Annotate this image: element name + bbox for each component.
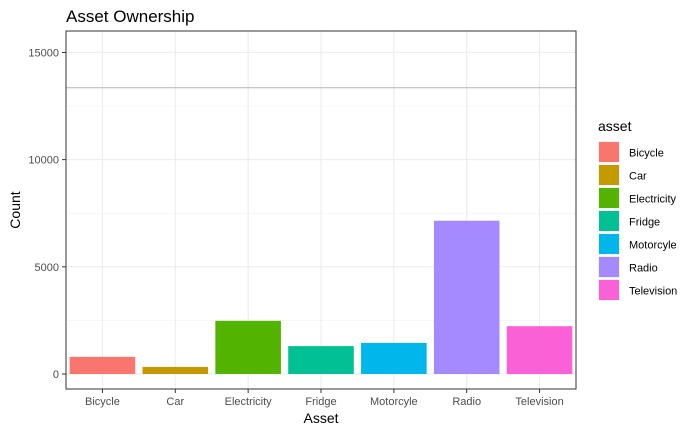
bar-bicycle <box>69 356 136 374</box>
bar-television <box>506 326 573 374</box>
legend-label: Fridge <box>629 217 660 229</box>
legend-label: Car <box>629 171 647 183</box>
x-tick-label: Electricity <box>225 396 273 408</box>
plot-panel: 0 5000 10000 15000 Bicycle Car Electricity Frid… <box>28 30 577 408</box>
legend-label: Radio <box>629 263 658 275</box>
legend-key <box>599 142 619 162</box>
bar-motorcyle <box>361 342 427 374</box>
chart-title: Asset Ownership <box>66 7 195 26</box>
legend-key <box>599 211 619 231</box>
legend-key <box>599 188 619 208</box>
legend-label: Television <box>629 286 677 298</box>
x-tick-label: Television <box>515 396 563 408</box>
y-tick-label: 5000 <box>35 262 59 274</box>
legend: Bicycle Car Electricity Fridge Motorcyle Radi… <box>598 141 677 301</box>
legend-title: asset <box>598 118 632 134</box>
y-tick-label: 0 <box>53 369 59 381</box>
legend-key <box>599 234 619 254</box>
bar-fridge <box>288 346 354 374</box>
y-tick-label: 15000 <box>28 47 59 59</box>
legend-label: Motorcyle <box>629 240 677 252</box>
x-tick-label: Radio <box>452 396 481 408</box>
x-tick-label: Motorcyle <box>370 396 418 408</box>
x-tick-label: Bicycle <box>85 396 120 408</box>
x-tick-label: Fridge <box>305 396 336 408</box>
legend-label: Electricity <box>629 194 677 206</box>
x-tick-label: Car <box>166 396 184 408</box>
legend-key <box>599 257 619 277</box>
bar-electricity <box>215 320 281 374</box>
legend-label: Bicycle <box>629 148 664 160</box>
bar-car <box>142 366 209 374</box>
y-tick-label: 10000 <box>28 155 59 167</box>
legend-key <box>599 165 619 185</box>
y-axis-label: Count <box>7 191 23 228</box>
bar-radio <box>433 220 500 374</box>
legend-key <box>599 280 619 300</box>
x-axis-label: Asset <box>303 410 338 426</box>
